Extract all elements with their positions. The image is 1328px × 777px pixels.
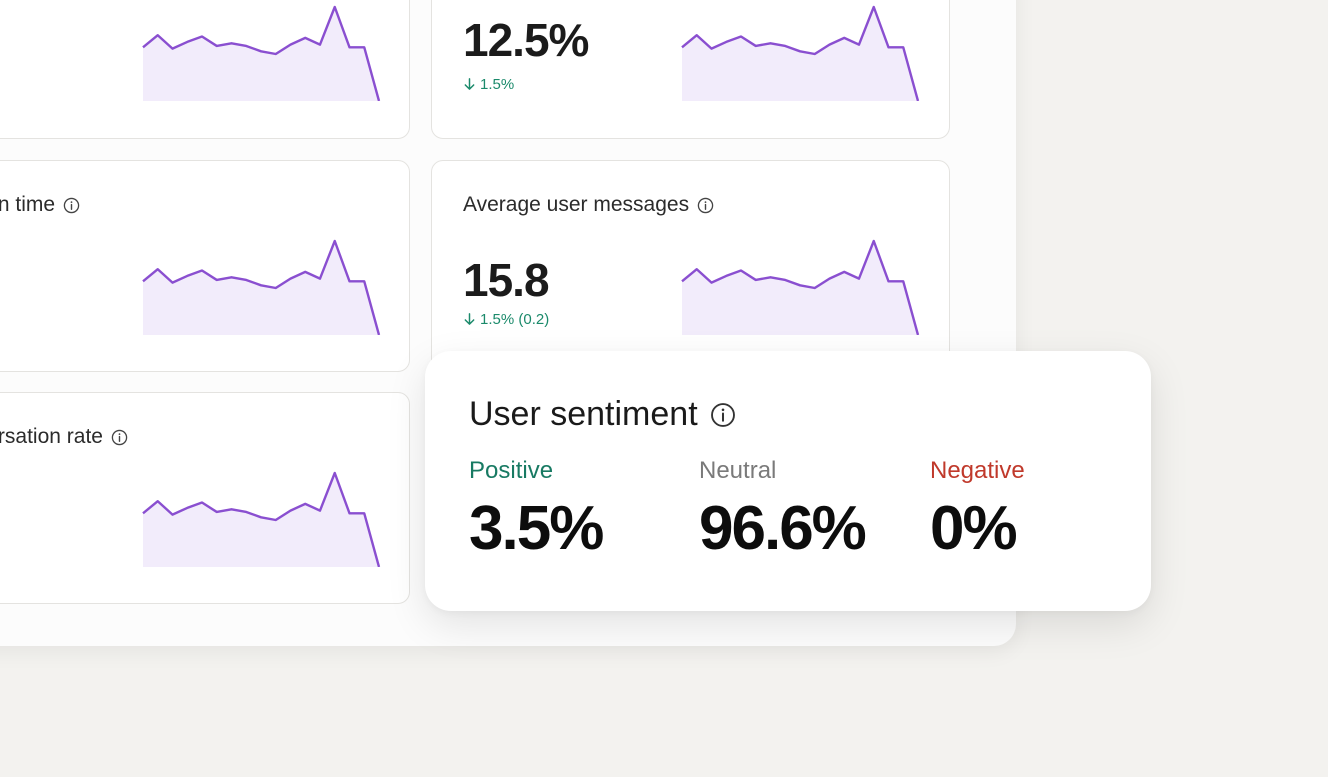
- metric-card-conversation-rate: ned conversation rate 5%: [0, 392, 410, 604]
- sparkline-area: [682, 7, 918, 101]
- metric-title-text: e resolution time: [0, 193, 56, 216]
- arrow-down-icon: [464, 78, 475, 90]
- metric-title-text: Average user messages: [463, 193, 690, 216]
- sparkline-line: [142, 471, 381, 567]
- metric-value: 15.8: [463, 254, 550, 306]
- sparkline-chart: [142, 5, 381, 101]
- sentiment-label-negative: Negative: [930, 457, 1025, 484]
- metric-title: ned conversation rate: [0, 425, 128, 449]
- sentiment-label-neutral: Neutral: [699, 457, 777, 484]
- metric-card-top-left: 1%: [0, 0, 410, 139]
- sentiment-label-positive: Positive: [469, 457, 554, 484]
- sparkline-area: [143, 241, 379, 335]
- metric-card-resolution-time: e resolution time 3s 2): [0, 160, 410, 372]
- sparkline-area: [143, 7, 379, 101]
- info-circle-icon[interactable]: [710, 402, 736, 428]
- sparkline-chart: [142, 239, 381, 335]
- sentiment-value-neutral: 96.6%: [699, 494, 867, 563]
- metric-delta: 1.5% (0.2): [463, 311, 549, 328]
- info-circle-icon[interactable]: [697, 197, 714, 214]
- sparkline-area: [682, 241, 918, 335]
- sparkline-area: [143, 473, 379, 567]
- metric-delta-text: 1.5%: [480, 76, 515, 93]
- sparkline-chart: [681, 5, 920, 101]
- metric-value: 12.5%: [463, 14, 589, 66]
- sentiment-neutral: Neutral 96.6%: [699, 457, 867, 564]
- sentiment-negative: Negative 0%: [930, 457, 1025, 564]
- sparkline-line: [142, 5, 381, 101]
- metric-delta: 1.5%: [463, 76, 514, 93]
- sentiment-positive: Positive 3.5%: [469, 457, 604, 564]
- metric-title-text: ned conversation rate: [0, 425, 103, 448]
- sentiment-title: User sentiment: [469, 395, 736, 434]
- metric-title: e resolution time: [0, 193, 80, 217]
- metric-card-average-user-messages: Average user messages 15.8 1.5% (0.2): [431, 160, 950, 372]
- sparkline-line: [142, 239, 381, 335]
- metric-card-top-right: 12.5% 1.5%: [431, 0, 950, 139]
- analytics-panel: 1% 12.5% 1.5% e resolution time 3s 2): [0, 0, 1016, 646]
- sparkline-chart: [142, 471, 381, 567]
- arrow-down-icon: [464, 313, 475, 325]
- sparkline-chart: [681, 239, 920, 335]
- info-circle-icon[interactable]: [63, 197, 80, 214]
- metric-delta-text: 1.5% (0.2): [480, 311, 550, 328]
- sparkline-line: [681, 5, 920, 101]
- sentiment-title-text: User sentiment: [469, 395, 698, 433]
- user-sentiment-card: User sentiment Positive 3.5% Neutral 96.…: [425, 351, 1151, 611]
- sentiment-value-positive: 3.5%: [469, 494, 604, 563]
- sparkline-line: [681, 239, 920, 335]
- sentiment-value-negative: 0%: [930, 494, 1018, 563]
- metric-title: Average user messages: [463, 193, 714, 217]
- info-circle-icon[interactable]: [111, 429, 128, 446]
